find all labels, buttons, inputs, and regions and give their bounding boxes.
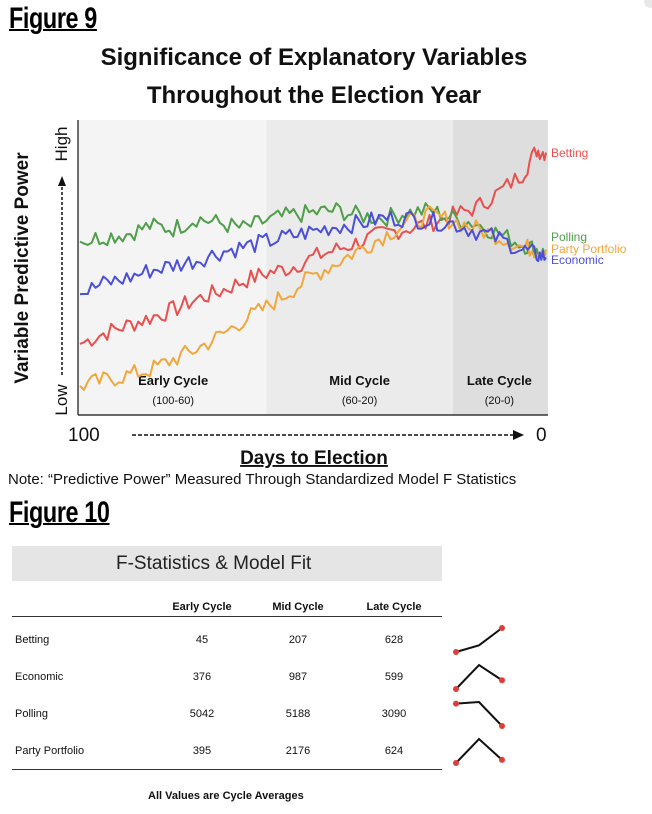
row-label: Economic (15, 671, 64, 683)
legend-label: Economic (551, 253, 604, 267)
sparkline-column (453, 625, 505, 766)
y-high-label: High (52, 127, 71, 162)
table-cell: 987 (288, 671, 308, 683)
table-cell: 5042 (189, 708, 215, 720)
sparkline-marker (453, 649, 459, 655)
y-axis-label: Variable Predictive Power (12, 152, 33, 384)
legend-label: Polling (551, 230, 587, 244)
x-arrowhead-icon (513, 430, 524, 440)
sparkline-marker (499, 677, 505, 684)
table-cell: 207 (288, 634, 308, 646)
sparkline (455, 700, 503, 727)
sparkline-marker (499, 723, 505, 729)
x-start-label: 100 (68, 425, 100, 446)
series-line-economic (79, 210, 547, 296)
table-cell: 2176 (285, 745, 311, 757)
sparkline-marker (499, 625, 505, 631)
sparkline (455, 737, 503, 764)
series-line-polling (79, 202, 547, 259)
legend-label: Party Portfolio (551, 242, 627, 256)
region-label: Mid Cycle (329, 373, 390, 388)
table-cell: 376 (192, 671, 212, 683)
header-rule (12, 616, 442, 617)
sparkline (455, 627, 503, 653)
table-cell: 3090 (381, 708, 407, 720)
table-footer: All Values are Cycle Averages (148, 790, 304, 802)
table-title: F-Statistics & Model Fit (12, 546, 442, 581)
x-axis-label: Days to Election (240, 448, 388, 469)
region-label: Early Cycle (138, 373, 208, 388)
figure-9-chart: Early Cycle (100-60) Mid Cycle (60-20) Late … (12, 120, 627, 469)
table-cell: 624 (384, 745, 404, 757)
sparkline-marker (453, 760, 459, 766)
series-line-betting (79, 146, 547, 347)
sparkline-marker (453, 700, 459, 707)
row-label: Party Portfolio (15, 745, 85, 757)
table-cell: 628 (384, 634, 404, 646)
figure-9-label: Figure 9 (9, 2, 97, 35)
sparkline-marker (499, 756, 505, 763)
chart-note: Note: “Predictive Power” Measured Throug… (8, 471, 517, 488)
region-range: (60-20) (342, 395, 377, 407)
table-cell: 599 (384, 671, 404, 683)
column-header: Mid Cycle (272, 601, 324, 613)
corner-decoration (644, 0, 652, 8)
row-label: Polling (15, 708, 49, 720)
region-range: (20-0) (485, 395, 514, 407)
table-cell: 45 (195, 634, 209, 646)
table-cell: 395 (192, 745, 212, 757)
y-arrowhead-icon (58, 176, 66, 186)
legend-label: Betting (551, 146, 588, 160)
series-line-party-portfolio (79, 205, 547, 391)
region-range: (100-60) (152, 395, 194, 407)
sparkline-marker (453, 686, 459, 692)
row-label: Betting (15, 634, 50, 646)
column-header: Early Cycle (172, 601, 232, 613)
chart-title-line1: Significance of Explanatory Variables (100, 44, 528, 71)
region-late-cycle (452, 120, 548, 415)
sparkline (455, 663, 503, 690)
x-end-label: 0 (536, 425, 547, 446)
chart-title-line2: Throughout the Election Year (146, 82, 482, 109)
column-header: Late Cycle (366, 601, 422, 613)
y-low-label: Low (52, 384, 71, 416)
figure-10-label: Figure 10 (9, 496, 110, 529)
region-mid-cycle (266, 120, 453, 415)
table-cell: 5188 (285, 708, 311, 720)
footer-rule (12, 769, 442, 770)
region-label: Late Cycle (467, 373, 532, 388)
